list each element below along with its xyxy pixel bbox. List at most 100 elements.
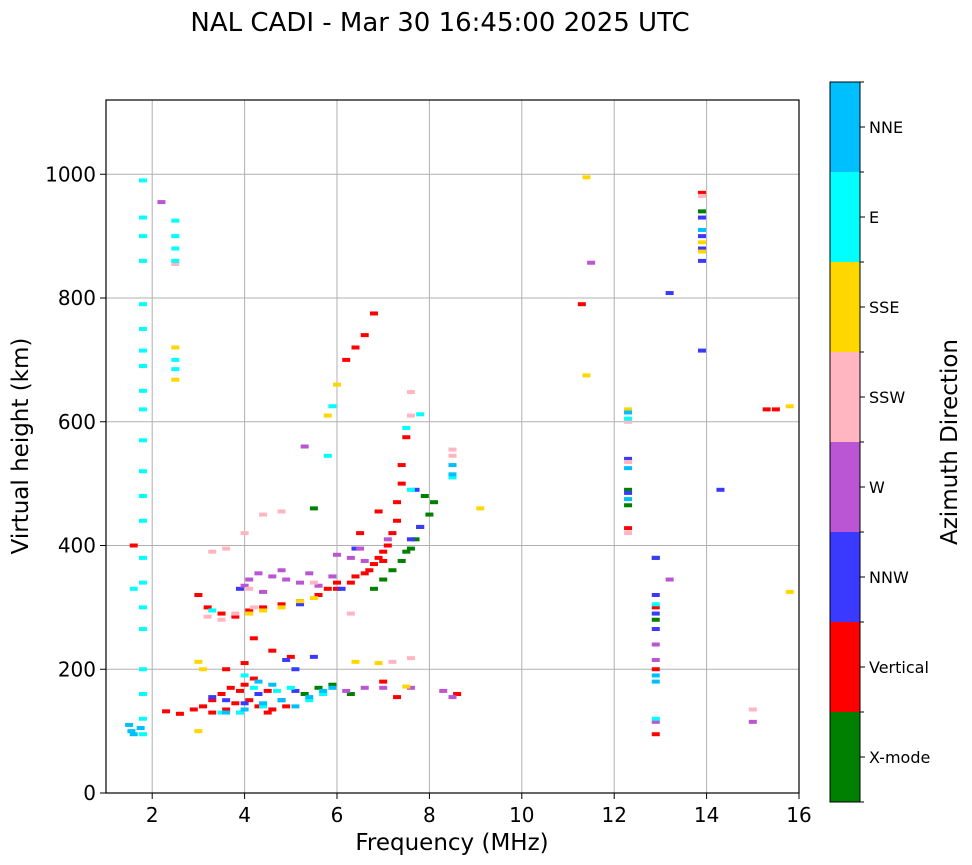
data-point-sse (697, 249, 706, 254)
data-point-ssw (203, 614, 212, 619)
data-point-nnw (309, 654, 318, 659)
data-point-vertical (282, 704, 291, 709)
colorbar-category-label: SSW (869, 388, 905, 407)
data-point-vertical (393, 518, 402, 523)
data-point-vertical (651, 732, 660, 737)
data-point-w (342, 688, 351, 693)
data-point-vertical (240, 661, 249, 666)
data-point-ssw (231, 611, 240, 616)
data-point-e (217, 710, 226, 715)
data-point-vertical (175, 711, 184, 716)
data-point-nne (651, 679, 660, 684)
colorbar-category-label: NNW (869, 568, 909, 587)
data-point-w (406, 685, 415, 690)
data-point-nnw (697, 258, 706, 263)
data-point-ssw (277, 509, 286, 514)
data-point-vertical (624, 526, 633, 531)
data-point-nne (651, 673, 660, 678)
data-point-e (138, 627, 147, 632)
data-point-nne (448, 463, 457, 468)
data-point-vertical (369, 311, 378, 316)
data-point-nne (697, 227, 706, 232)
data-point-nne (624, 497, 633, 502)
data-point-nne (136, 726, 145, 731)
data-point-nnw (697, 234, 706, 239)
data-point-vertical (397, 463, 406, 468)
data-point-vertical (402, 435, 411, 440)
data-point-w (259, 589, 268, 594)
data-point-vertical (263, 710, 272, 715)
data-point-e (240, 673, 249, 678)
data-point-nnw (416, 524, 425, 529)
data-point-vertical (374, 555, 383, 560)
data-point-vertical (231, 614, 240, 619)
data-point-e (138, 605, 147, 610)
data-point-e (138, 438, 147, 443)
data-point-sse (259, 608, 268, 613)
y-axis-label: Virtual height (km) (8, 338, 34, 555)
data-point-sse (785, 404, 794, 409)
data-point-sse (697, 240, 706, 245)
data-point-vertical (346, 580, 355, 585)
data-point-vertical (222, 707, 231, 712)
data-point-e (138, 234, 147, 239)
data-point-vertical (360, 571, 369, 576)
data-point-ssw (406, 413, 415, 418)
data-point-vertical (393, 695, 402, 700)
data-point-vertical (379, 549, 388, 554)
data-point-nne (259, 701, 268, 706)
data-point-nnw (651, 593, 660, 597)
data-point-vertical (235, 688, 244, 693)
data-point-e (651, 602, 660, 607)
data-point-ssw (245, 586, 254, 591)
data-point-ssw (309, 580, 318, 585)
data-point-x-mode (402, 549, 411, 554)
data-point-ssw (448, 453, 457, 458)
data-point-sse (277, 605, 286, 610)
data-point-e (138, 716, 147, 721)
data-point-sse (624, 407, 633, 412)
data-point-vertical (263, 688, 272, 693)
data-point-ssw (388, 659, 397, 664)
data-point-vertical (383, 543, 392, 548)
data-point-nne (319, 688, 328, 693)
data-point-e (448, 475, 457, 480)
data-point-e (171, 218, 180, 223)
data-point-ssw (259, 512, 268, 517)
data-point-nnw (282, 657, 291, 662)
data-point-e (129, 586, 138, 591)
data-point-vertical (194, 593, 203, 597)
data-point-ssw (217, 617, 226, 622)
data-point-e (305, 698, 314, 703)
data-point-x-mode (314, 685, 323, 690)
data-point-w (300, 444, 309, 449)
data-point-x-mode (300, 692, 309, 696)
data-point-e (171, 258, 180, 263)
data-point-e (138, 667, 147, 672)
data-point-nne (240, 707, 249, 712)
data-point-vertical (259, 605, 268, 610)
data-point-vertical (208, 710, 217, 715)
data-point-vertical (249, 636, 258, 641)
colorbar-segment (830, 712, 860, 802)
data-point-w (379, 685, 388, 690)
data-point-ssw (624, 419, 633, 424)
data-point-w (346, 555, 355, 560)
data-point-vertical (333, 580, 341, 585)
data-point-nnw (351, 546, 360, 551)
data-point-vertical (323, 586, 332, 591)
data-point-vertical (222, 667, 231, 672)
data-point-w (360, 685, 369, 690)
data-point-e (259, 704, 268, 709)
data-point-nnw (665, 291, 674, 296)
data-point-vertical (226, 685, 235, 690)
data-point-sse (309, 596, 318, 601)
data-point-ssw (448, 447, 457, 452)
data-point-nnw (222, 698, 231, 703)
data-point-vertical (208, 698, 217, 703)
data-point-x-mode (379, 577, 388, 582)
data-point-nnw (291, 688, 300, 693)
data-point-vertical (199, 704, 208, 709)
x-tick-label: 8 (423, 803, 436, 827)
data-point-vertical (577, 302, 586, 307)
